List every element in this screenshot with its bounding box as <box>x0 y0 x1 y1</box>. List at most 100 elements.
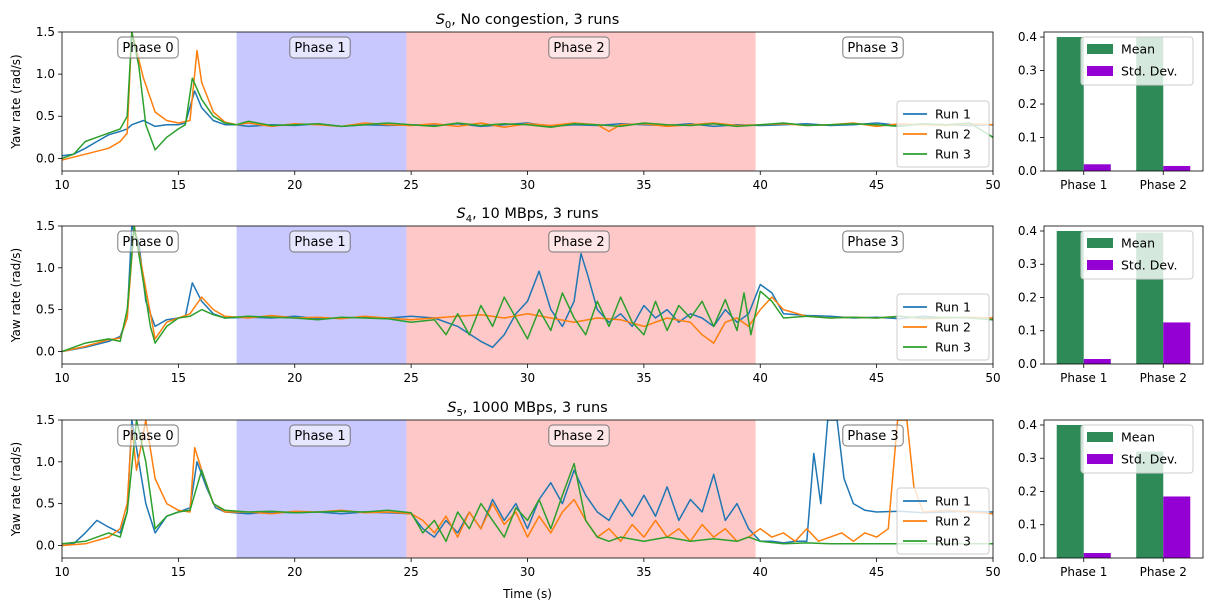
mean-bar-phase-1 <box>1056 424 1084 558</box>
legend-label: Run 2 <box>935 320 971 335</box>
title-text: , 10 MBps, 3 runs <box>472 206 598 222</box>
y-tick-label: 1.5 <box>36 25 55 39</box>
y-tick-label: 0.0 <box>1018 164 1037 178</box>
y-tick-label: 0.0 <box>36 151 55 165</box>
legend-swatch-std <box>1087 260 1113 270</box>
phase-label-box <box>289 230 351 253</box>
series-line-run-3 <box>62 420 993 545</box>
y-axis-label: Yaw rate (rad/s) <box>9 442 23 537</box>
x-tick-label: 25 <box>403 371 418 385</box>
phase-label-box <box>548 424 610 447</box>
phase-label-box <box>289 36 351 59</box>
x-tick-label: Phase 1 <box>1060 565 1107 579</box>
x-tick-label: 50 <box>985 565 1000 579</box>
y-tick-label: 1.0 <box>36 261 55 275</box>
phase-label: Phase 1 <box>294 429 345 444</box>
y-axis-label: Yaw rate (rad/s) <box>9 54 23 149</box>
series-line-run-3 <box>62 226 993 353</box>
mean-bar-phase-1 <box>1056 230 1084 364</box>
phase-label-box <box>117 424 179 447</box>
x-tick-label: 30 <box>520 178 535 192</box>
x-tick-label: 30 <box>520 371 535 385</box>
x-tick-label: 40 <box>753 565 768 579</box>
x-tick-label: 45 <box>869 178 884 192</box>
x-tick-label: 35 <box>636 565 651 579</box>
legend-label: Run 1 <box>935 107 971 122</box>
y-tick-label: 0.5 <box>36 303 55 317</box>
y-tick-label: 0.3 <box>1018 257 1037 271</box>
series-group <box>62 226 993 353</box>
x-tick-label: 35 <box>636 371 651 385</box>
legend-label: Run 3 <box>935 534 971 549</box>
title-symbol: S <box>447 400 456 416</box>
y-tick-label: 0.5 <box>36 109 55 123</box>
legend-label: Run 2 <box>935 514 971 529</box>
y-tick-label: 0.5 <box>36 497 55 511</box>
legend-swatch-mean <box>1087 238 1113 248</box>
y-tick-label: 0.4 <box>1018 30 1037 44</box>
phase-label: Phase 3 <box>847 429 898 444</box>
x-tick-label: 45 <box>869 371 884 385</box>
y-tick-label: 0.1 <box>1018 324 1037 338</box>
y-tick-label: 0.4 <box>1018 224 1037 238</box>
x-tick-label: 50 <box>985 371 1000 385</box>
x-tick-label: Phase 1 <box>1060 178 1107 192</box>
x-axis-label: Time (s) <box>502 587 552 601</box>
line-chart-1: Phase 0 Phase 1 Phase 2 Phase 3 10 15 20 25 30 35… <box>9 206 1001 385</box>
x-tick-label: 10 <box>54 371 69 385</box>
series-group <box>62 420 993 547</box>
std-bar-phase-2 <box>1163 165 1191 171</box>
phase-label-box <box>548 230 610 253</box>
title-subscript: 5 <box>456 408 462 419</box>
phase-label-box <box>842 36 904 59</box>
legend-label: Run 1 <box>935 300 971 315</box>
bar-chart-1: Phase 1 Phase 2 0.0 0.1 0.2 0.3 0.4 Mean Std. De… <box>1018 224 1204 385</box>
y-tick-label: 0.2 <box>1018 484 1037 498</box>
phase-label-box <box>842 424 904 447</box>
legend-swatch-std <box>1087 454 1113 464</box>
x-tick-label: 15 <box>171 178 186 192</box>
x-tick-label: 35 <box>636 178 651 192</box>
series-line-run-2 <box>62 226 993 353</box>
phase-label: Phase 0 <box>122 41 173 56</box>
title-text: , 1000 MBps, 3 runs <box>463 400 608 416</box>
y-tick-label: 1.5 <box>36 219 55 233</box>
legend-label: Std. Dev. <box>1121 258 1177 273</box>
chart-title: S0, No congestion, 3 runs <box>436 12 620 31</box>
y-tick-label: 0.1 <box>1018 131 1037 145</box>
legend-label: Run 1 <box>935 494 971 509</box>
x-tick-label: 15 <box>171 565 186 579</box>
x-tick-label: 10 <box>54 565 69 579</box>
plot-frame <box>1043 419 1204 559</box>
y-tick-label: 1.0 <box>36 455 55 469</box>
y-tick-label: 0.2 <box>1018 290 1037 304</box>
legend-swatch-std <box>1087 66 1113 76</box>
x-tick-label: 40 <box>753 178 768 192</box>
legend-label: Mean <box>1121 42 1155 57</box>
x-tick-label: 15 <box>171 371 186 385</box>
series-group <box>62 32 993 161</box>
legend-box <box>896 487 990 555</box>
legend-label: Mean <box>1121 430 1155 445</box>
legend-label: Std. Dev. <box>1121 64 1177 79</box>
legend-label: Run 3 <box>935 147 971 162</box>
y-tick-label: 0.0 <box>1018 357 1037 371</box>
y-axis-label: Yaw rate (rad/s) <box>9 248 23 343</box>
legend-label: Run 2 <box>935 127 971 142</box>
series-line-run-2 <box>62 420 993 547</box>
legend-label: Mean <box>1121 236 1155 251</box>
x-tick-label: 20 <box>287 371 302 385</box>
phase-label: Phase 1 <box>294 235 345 250</box>
phase-label-box <box>548 36 610 59</box>
phase-label: Phase 3 <box>847 235 898 250</box>
y-tick-label: 0.0 <box>36 344 55 358</box>
title-text: , No congestion, 3 runs <box>451 12 619 28</box>
legend-label: Run 3 <box>935 340 971 355</box>
phase-label-box <box>117 230 179 253</box>
std-bar-phase-1 <box>1083 359 1111 364</box>
x-tick-label: Phase 1 <box>1060 371 1107 385</box>
y-tick-label: 0.4 <box>1018 418 1037 432</box>
y-tick-label: 1.0 <box>36 67 55 81</box>
series-line-run-3 <box>62 32 993 160</box>
